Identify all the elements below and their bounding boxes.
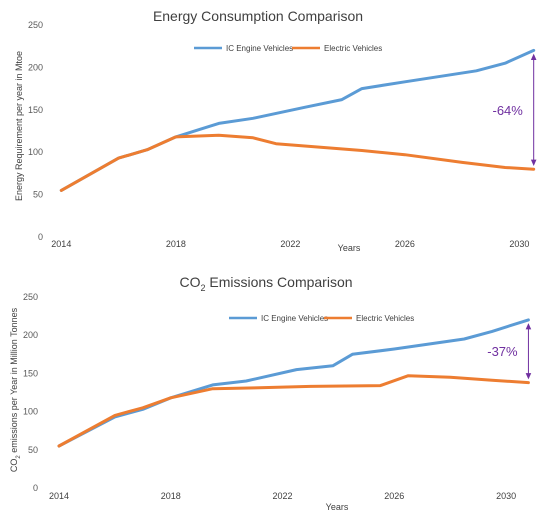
energy-consumption-chart: Energy Consumption Comparison IC Engine … (14, 8, 537, 253)
chart-title: CO2 Emissions Comparison (179, 274, 352, 293)
x-axis-ticks: 2014 2018 2022 2026 2030 (51, 239, 529, 249)
y-tick-label: 50 (33, 190, 43, 200)
chart-title: Energy Consumption Comparison (153, 8, 363, 24)
x-tick-label: 2022 (273, 491, 293, 501)
x-tick-label: 2014 (49, 491, 69, 501)
y-axis-label: CO2 emissions per Year in Million Tonnes (9, 307, 22, 472)
y-axis-ticks: 0 50 100 150 200 250 (28, 20, 43, 242)
series-line-ic-engine (57, 318, 530, 448)
x-tick-label: 2026 (384, 491, 404, 501)
series-line-electric (57, 374, 530, 448)
y-tick-label: 200 (28, 62, 43, 72)
y-tick-label: 250 (28, 20, 43, 30)
y-tick-label: 150 (23, 368, 38, 378)
x-axis-label: Years (338, 243, 361, 253)
x-tick-label: 2026 (395, 239, 415, 249)
x-tick-label: 2018 (161, 491, 181, 501)
series-line-ic-engine (59, 48, 536, 192)
y-axis-ticks: 0 50 100 150 200 250 (23, 292, 38, 493)
reduction-label: -37% (487, 344, 518, 359)
y-axis-label: Energy Requirement per year in Mtoe (14, 51, 24, 201)
series-line-electric (59, 133, 536, 192)
x-tick-label: 2022 (280, 239, 300, 249)
co2-emissions-chart: CO2 Emissions Comparison IC Engine Vehic… (0, 262, 550, 516)
legend-label-ev: Electric Vehicles (356, 314, 414, 323)
x-tick-label: 2018 (166, 239, 186, 249)
legend: IC Engine Vehicles Electric Vehicles (229, 314, 414, 323)
energy-chart-svg: Energy Consumption Comparison IC Engine … (14, 8, 537, 253)
reduction-label: -64% (493, 103, 524, 118)
legend-label-ic: IC Engine Vehicles (226, 44, 293, 53)
y-tick-label: 0 (38, 232, 43, 242)
y-tick-label: 100 (23, 407, 38, 417)
y-tick-label: 250 (23, 292, 38, 302)
y-tick-label: 150 (28, 105, 43, 115)
y-tick-label: 50 (28, 445, 38, 455)
y-tick-label: 200 (23, 330, 38, 340)
x-axis-label: Years (326, 502, 349, 512)
legend: IC Engine Vehicles Electric Vehicles (194, 44, 382, 53)
co2-chart-svg: CO2 Emissions Comparison IC Engine Vehic… (9, 274, 532, 512)
x-axis-ticks: 2014 2018 2022 2026 2030 (49, 491, 516, 501)
legend-label-ic: IC Engine Vehicles (261, 314, 328, 323)
y-tick-label: 0 (33, 483, 38, 493)
legend-label-ev: Electric Vehicles (324, 44, 382, 53)
y-tick-label: 100 (28, 147, 43, 157)
x-tick-label: 2014 (51, 239, 71, 249)
x-tick-label: 2030 (509, 239, 529, 249)
x-tick-label: 2030 (496, 491, 516, 501)
